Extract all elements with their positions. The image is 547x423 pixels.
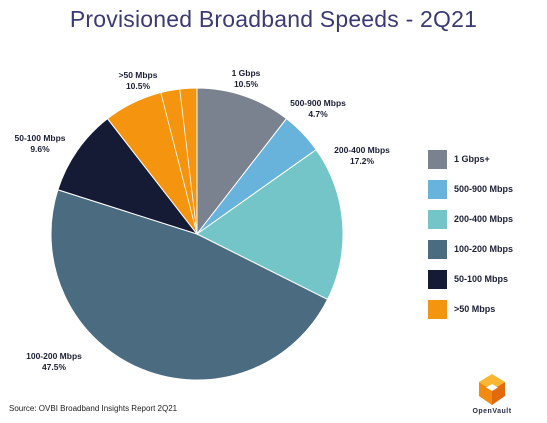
legend-label: >50 Mbps xyxy=(454,304,496,314)
legend-label: 100-200 Mbps xyxy=(454,244,514,254)
legend-swatch xyxy=(428,150,447,169)
legend-label: 1 Gbps+ xyxy=(454,154,490,164)
legend-item-50-100: 50-100 Mbps xyxy=(428,270,538,300)
source-note: Source: OVBI Broadband Insights Report 2… xyxy=(9,404,178,413)
legend-swatch xyxy=(428,270,447,289)
legend-item-500-900: 500-900 Mbps xyxy=(428,180,538,210)
openvault-logo-icon xyxy=(479,374,505,405)
chart-title: Provisioned Broadband Speeds - 2Q21 xyxy=(69,6,478,32)
logo-text: OpenVault xyxy=(472,408,512,415)
legend-label: 500-900 Mbps xyxy=(454,184,514,194)
legend-item-100-200: 100-200 Mbps xyxy=(428,240,538,270)
pie-slice-3 xyxy=(50,189,329,381)
slice-divider-0 xyxy=(160,92,198,235)
legend-swatch xyxy=(428,240,447,259)
pie-slice-2 xyxy=(196,148,344,301)
legend-label: 50-100 Mbps xyxy=(454,274,509,284)
legend-item-1gbps: 1 Gbps+ xyxy=(428,150,538,180)
slice-label-1gbps: 1 Gbps 10.5% xyxy=(231,68,261,89)
legend-swatch xyxy=(428,180,447,199)
legend-item-200-400: 200-400 Mbps xyxy=(428,210,538,240)
slice-label-200-400: 200-400 Mbps 17.2% xyxy=(334,145,390,166)
pie-slice-0 xyxy=(196,87,288,236)
slice-divider-1 xyxy=(179,88,198,235)
slice-label-500-900: 500-900 Mbps 4.7% xyxy=(290,98,346,119)
pie-slice-4 xyxy=(57,117,199,235)
legend-label: 200-400 Mbps xyxy=(454,214,514,224)
legend-item-over-50: >50 Mbps xyxy=(428,300,538,330)
slice-label-100-200: 100-200 Mbps 47.5% xyxy=(26,351,82,372)
legend-swatch xyxy=(428,210,447,229)
slice-label-over-50: >50 Mbps 10.5% xyxy=(118,70,158,91)
slice-label-50-100: 50-100 Mbps 9.6% xyxy=(14,133,66,154)
pie-slice-5 xyxy=(106,87,198,236)
openvault-logo: OpenVault xyxy=(457,372,527,418)
chart-legend: 1 Gbps+ 500-900 Mbps 200-400 Mbps 100-20… xyxy=(428,150,538,330)
legend-swatch xyxy=(428,300,447,319)
